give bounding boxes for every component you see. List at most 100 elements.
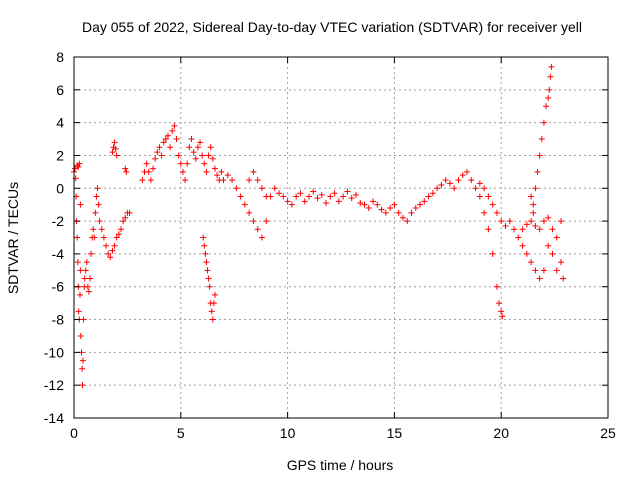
data-point — [87, 275, 94, 282]
data-point — [205, 275, 212, 282]
data-point — [271, 185, 278, 192]
data-point — [498, 218, 505, 225]
data-point — [190, 149, 197, 156]
data-point — [82, 267, 89, 274]
data-point — [546, 86, 553, 93]
data-point — [147, 177, 154, 184]
data-point — [530, 201, 537, 208]
data-point — [164, 132, 171, 139]
data-point — [536, 275, 543, 282]
data-point — [123, 168, 130, 175]
y-tick-labels: -14 -12 -10 -8 -6 -4 -2 0 2 4 6 8 — [44, 49, 64, 426]
data-point — [434, 185, 441, 192]
data-point — [399, 214, 406, 221]
data-point — [94, 185, 101, 192]
data-point — [81, 275, 88, 282]
y-tick-label: -10 — [44, 344, 64, 360]
data-point — [511, 226, 518, 233]
data-point — [276, 190, 283, 197]
y-tick-label: 0 — [56, 180, 64, 196]
data-point — [404, 218, 411, 225]
data-point — [112, 145, 119, 152]
data-point — [207, 144, 214, 151]
data-point — [254, 177, 261, 184]
data-point — [429, 190, 436, 197]
data-point — [331, 190, 338, 197]
data-point — [162, 136, 169, 143]
y-tick-label: 8 — [56, 49, 64, 65]
data-point — [120, 218, 127, 225]
data-point — [77, 267, 84, 274]
data-point — [200, 234, 207, 241]
data-point — [250, 168, 257, 175]
data-point — [395, 209, 402, 216]
data-point — [79, 365, 86, 372]
data-point — [218, 168, 225, 175]
data-point — [210, 300, 217, 307]
data-point — [498, 308, 505, 315]
data-point — [446, 180, 453, 187]
data-point — [553, 267, 560, 274]
data-point — [549, 226, 556, 233]
data-point — [476, 193, 483, 200]
data-point — [442, 177, 449, 184]
data-point — [540, 119, 547, 126]
data-point — [515, 234, 522, 241]
x-tick-labels: 0 5 10 15 20 25 — [70, 425, 616, 441]
data-point — [126, 209, 133, 216]
data-point — [523, 250, 530, 257]
grid-lines — [74, 57, 608, 418]
data-point — [502, 223, 509, 230]
data-point — [378, 206, 385, 213]
data-point — [548, 63, 555, 70]
data-point — [523, 221, 530, 228]
data-point — [549, 250, 556, 257]
data-point — [211, 291, 218, 298]
data-point — [105, 250, 112, 257]
data-point — [75, 308, 82, 315]
data-point — [417, 201, 424, 208]
data-point — [327, 193, 334, 200]
data-point — [109, 149, 116, 156]
y-tick-label: -2 — [52, 213, 65, 229]
data-point — [98, 226, 105, 233]
data-point — [75, 163, 82, 170]
data-point — [258, 234, 265, 241]
data-point — [107, 254, 114, 261]
data-point — [83, 259, 90, 266]
data-point — [214, 172, 221, 179]
x-tick-label: 10 — [280, 425, 296, 441]
data-point — [476, 180, 483, 187]
data-point — [340, 193, 347, 200]
data-point — [438, 181, 445, 188]
y-tick-label: 4 — [56, 115, 64, 131]
data-point — [547, 73, 554, 80]
data-point — [532, 267, 539, 274]
data-point — [152, 155, 159, 162]
data-point — [103, 242, 110, 249]
data-point — [246, 209, 253, 216]
data-point — [344, 188, 351, 195]
chart-title: Day 055 of 2022, Sidereal Day-to-day VTE… — [82, 19, 582, 35]
data-point — [485, 193, 492, 200]
data-point — [139, 177, 146, 184]
data-point — [318, 191, 325, 198]
data-point — [77, 332, 84, 339]
data-point — [519, 226, 526, 233]
x-tick-label: 20 — [493, 425, 509, 441]
data-point — [267, 193, 274, 200]
data-point — [493, 209, 500, 216]
data-point — [74, 259, 81, 266]
data-point — [496, 300, 503, 307]
x-tick-label: 0 — [70, 425, 78, 441]
data-point — [122, 214, 129, 221]
data-point — [370, 198, 377, 205]
x-tick-label: 15 — [387, 425, 403, 441]
data-point — [77, 201, 84, 208]
data-point — [280, 193, 287, 200]
data-point — [100, 234, 107, 241]
data-point — [92, 209, 99, 216]
data-point — [122, 165, 129, 172]
data-point — [536, 152, 543, 159]
